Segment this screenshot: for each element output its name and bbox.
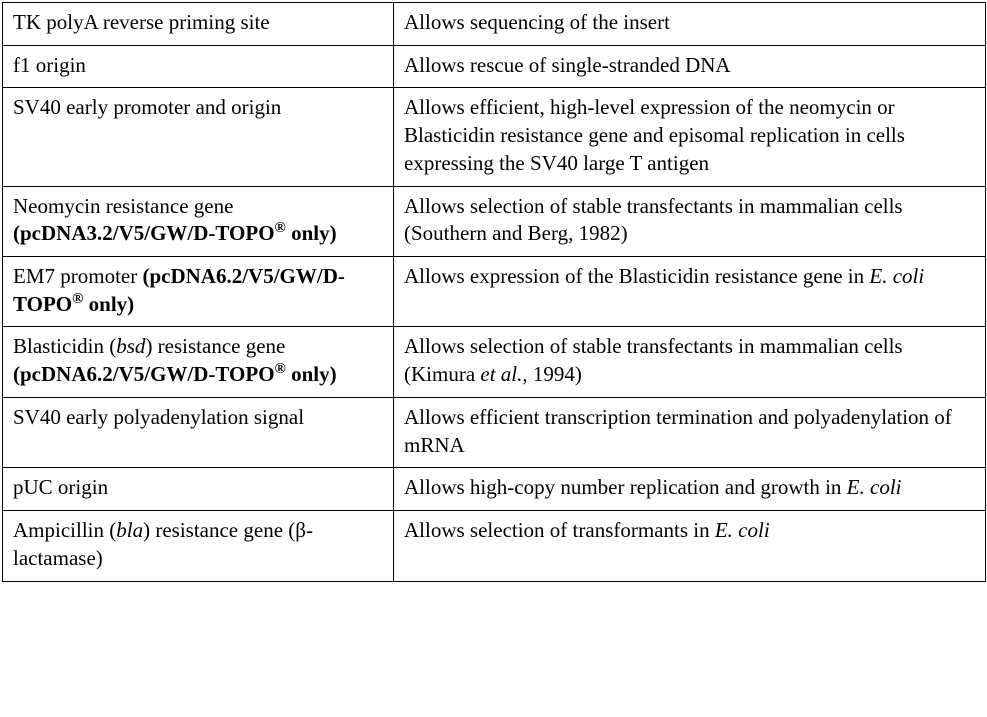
benefit-cell: Allows selection of stable transfectants… xyxy=(394,327,986,397)
features-table-container: TK polyA reverse priming siteAllows sequ… xyxy=(2,2,985,582)
table-row: pUC originAllows high-copy number replic… xyxy=(3,468,986,511)
table-row: Blasticidin (bsd) resistance gene (pcDNA… xyxy=(3,327,986,397)
table-row: Neomycin resistance gene (pcDNA3.2/V5/GW… xyxy=(3,186,986,256)
features-table-body: TK polyA reverse priming siteAllows sequ… xyxy=(3,3,986,582)
table-row: SV40 early polyadenylation signalAllows … xyxy=(3,397,986,467)
table-row: TK polyA reverse priming siteAllows sequ… xyxy=(3,3,986,46)
benefit-cell: Allows high-copy number replication and … xyxy=(394,468,986,511)
benefit-cell: Allows expression of the Blasticidin res… xyxy=(394,257,986,327)
feature-cell: SV40 early polyadenylation signal xyxy=(3,397,394,467)
benefit-cell: Allows sequencing of the insert xyxy=(394,3,986,46)
table-row: Ampicillin (bla) resistance gene (β-lact… xyxy=(3,511,986,581)
benefit-cell: Allows rescue of single-stranded DNA xyxy=(394,45,986,88)
benefit-cell: Allows efficient, high-level expression … xyxy=(394,88,986,186)
features-table: TK polyA reverse priming siteAllows sequ… xyxy=(2,2,986,582)
feature-cell: f1 origin xyxy=(3,45,394,88)
benefit-cell: Allows efficient transcription terminati… xyxy=(394,397,986,467)
benefit-cell: Allows selection of stable transfectants… xyxy=(394,186,986,256)
feature-cell: Neomycin resistance gene (pcDNA3.2/V5/GW… xyxy=(3,186,394,256)
feature-cell: EM7 promoter (pcDNA6.2/V5/GW/D-TOPO® onl… xyxy=(3,257,394,327)
table-row: f1 originAllows rescue of single-strande… xyxy=(3,45,986,88)
table-row: SV40 early promoter and originAllows eff… xyxy=(3,88,986,186)
feature-cell: Blasticidin (bsd) resistance gene (pcDNA… xyxy=(3,327,394,397)
benefit-cell: Allows selection of transformants in E. … xyxy=(394,511,986,581)
feature-cell: TK polyA reverse priming site xyxy=(3,3,394,46)
table-row: EM7 promoter (pcDNA6.2/V5/GW/D-TOPO® onl… xyxy=(3,257,986,327)
feature-cell: pUC origin xyxy=(3,468,394,511)
feature-cell: Ampicillin (bla) resistance gene (β-lact… xyxy=(3,511,394,581)
feature-cell: SV40 early promoter and origin xyxy=(3,88,394,186)
